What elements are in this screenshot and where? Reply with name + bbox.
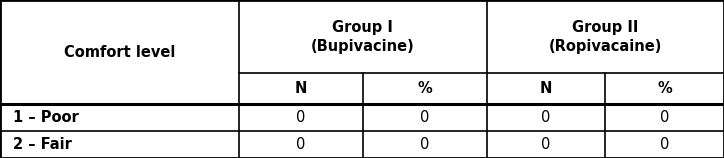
Text: 0: 0: [660, 137, 669, 152]
Text: 0: 0: [421, 110, 429, 125]
Text: 0: 0: [421, 137, 429, 152]
Text: 0: 0: [660, 110, 669, 125]
Text: 0: 0: [542, 137, 550, 152]
Text: N: N: [295, 81, 308, 96]
Text: 0: 0: [297, 110, 306, 125]
Text: Group I
(Bupivacine): Group I (Bupivacine): [311, 20, 415, 54]
Text: N: N: [539, 81, 552, 96]
Text: Comfort level: Comfort level: [64, 45, 175, 60]
Text: %: %: [418, 81, 432, 96]
Text: %: %: [657, 81, 672, 96]
Text: Group II
(Ropivacaine): Group II (Ropivacaine): [549, 20, 662, 54]
Text: 2 – Fair: 2 – Fair: [13, 137, 72, 152]
Text: 1 – Poor: 1 – Poor: [13, 110, 79, 125]
Text: 0: 0: [297, 137, 306, 152]
Text: 0: 0: [542, 110, 550, 125]
